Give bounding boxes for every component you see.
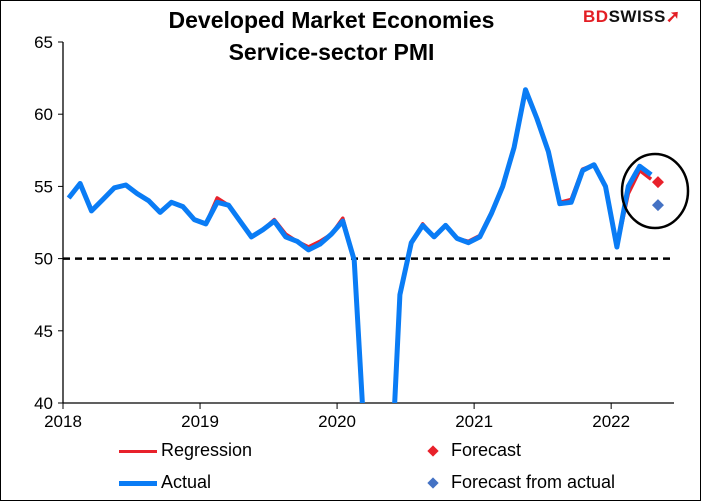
y-tick-label: 60 <box>34 105 53 124</box>
legend-actual: Actual <box>119 472 211 493</box>
marker-forecast-from-actual <box>651 199 664 212</box>
x-tick-label: 2022 <box>592 412 630 431</box>
y-tick-label: 65 <box>34 33 53 52</box>
series-actual <box>66 87 653 403</box>
marker-forecast <box>651 176 664 189</box>
y-tick-label: 50 <box>34 250 53 269</box>
legend-line-blue <box>119 480 157 486</box>
chart-title: Developed Market Economies <box>168 7 495 33</box>
diamond-icon <box>427 445 439 457</box>
chart-subtitle: Service-sector PMI <box>228 39 435 65</box>
y-tick-label: 40 <box>34 394 53 413</box>
y-tick-label: 45 <box>34 322 53 341</box>
legend-regression: Regression <box>119 440 252 461</box>
x-tick-label: 2021 <box>455 412 493 431</box>
legend-forecast-from-actual: Forecast from actual <box>425 472 615 493</box>
x-tick-label: 2019 <box>181 412 219 431</box>
legend-line-red <box>119 449 157 453</box>
arrow-icon: ➚ <box>665 7 681 26</box>
diamond-icon <box>427 477 439 489</box>
legend-forecast: Forecast <box>425 440 521 461</box>
annotation-ellipse <box>620 152 690 230</box>
bdswiss-logo: BDSWISS➚ <box>583 7 681 26</box>
x-tick-label: 2020 <box>318 412 356 431</box>
x-tick-label: 2018 <box>44 412 82 431</box>
y-tick-label: 55 <box>34 177 53 196</box>
